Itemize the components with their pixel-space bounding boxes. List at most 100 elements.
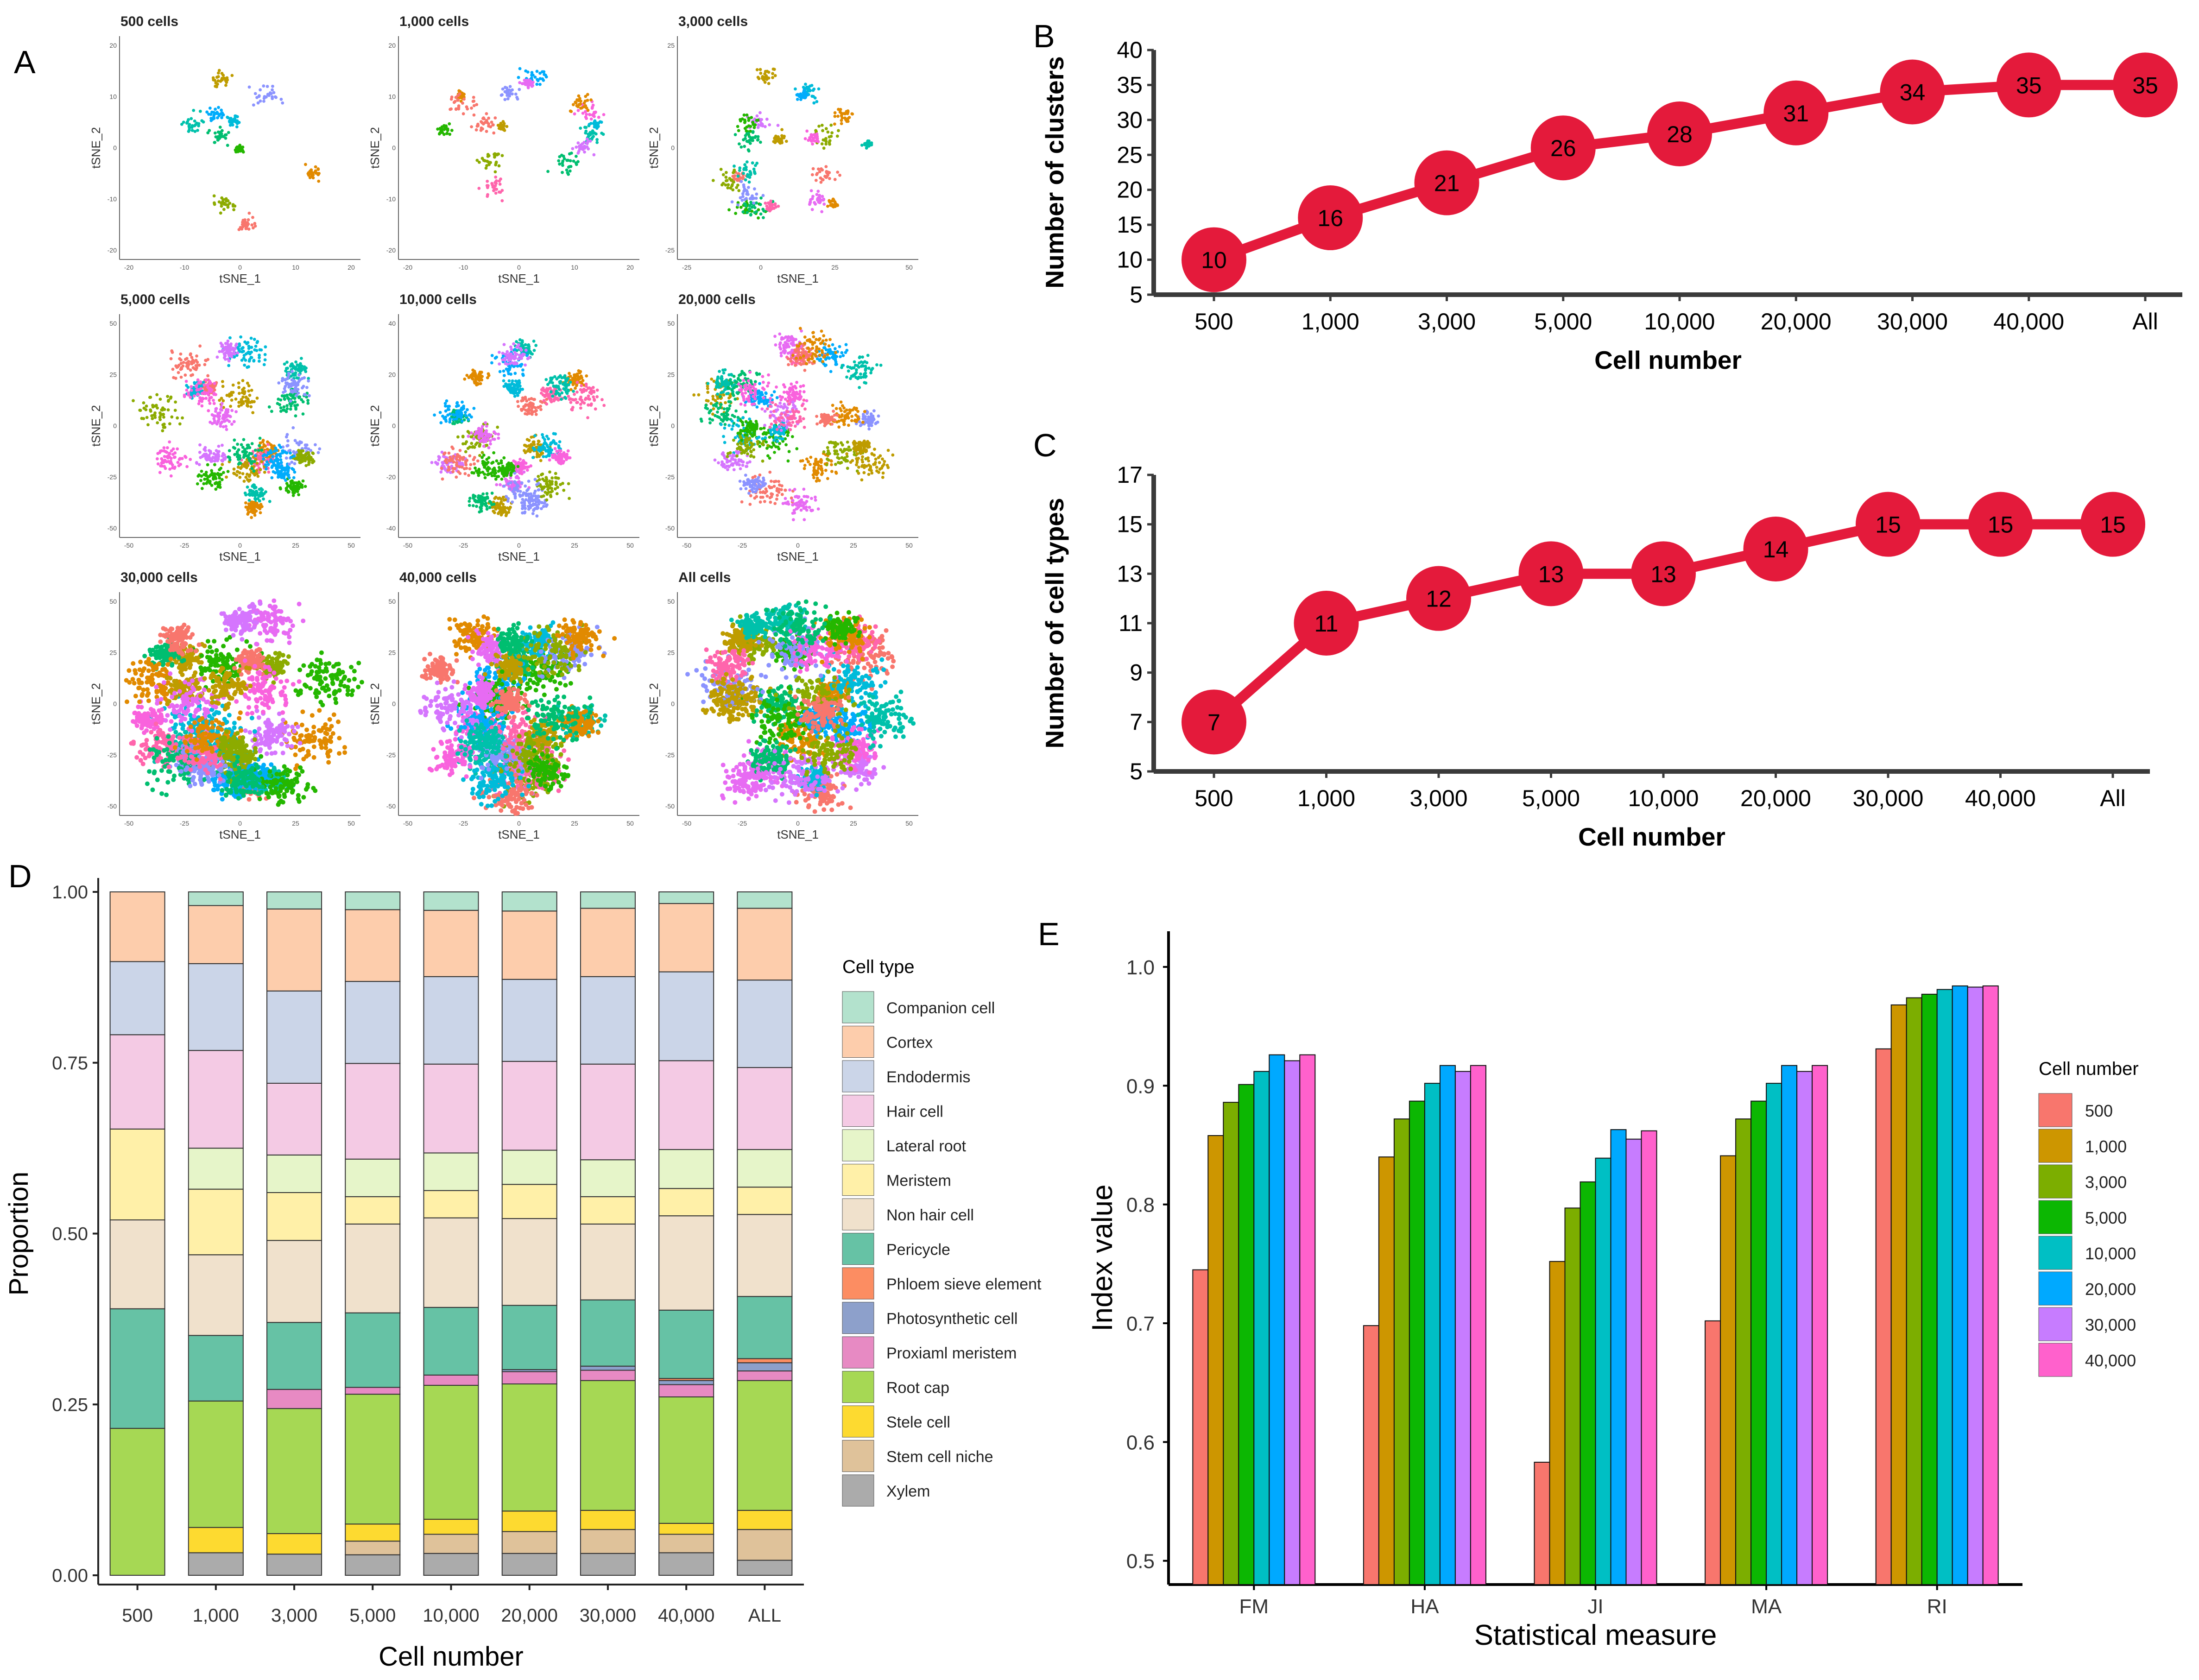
tsne-point bbox=[553, 447, 557, 450]
tsne-point bbox=[549, 493, 552, 497]
tsne-point bbox=[523, 404, 527, 408]
tsne-point bbox=[722, 407, 726, 411]
tsne-point bbox=[537, 474, 540, 478]
tsne-point bbox=[279, 398, 283, 402]
tsne-point bbox=[492, 189, 495, 192]
tsne-point bbox=[453, 413, 456, 417]
tsne-point bbox=[246, 404, 250, 408]
tsne-point bbox=[307, 451, 310, 455]
tsne-point bbox=[752, 126, 756, 129]
tsne-point bbox=[220, 108, 223, 112]
tsne-point bbox=[243, 463, 246, 466]
tsne-point bbox=[193, 119, 196, 123]
tsne-point bbox=[554, 483, 558, 486]
tsne-point bbox=[479, 382, 482, 385]
tsne-point bbox=[221, 399, 225, 403]
tsne-point bbox=[262, 84, 265, 88]
tsne-point bbox=[213, 202, 216, 206]
tsne-point bbox=[242, 356, 246, 360]
tsne-point bbox=[743, 163, 747, 166]
tsne-point bbox=[277, 461, 280, 465]
tsne-point bbox=[179, 352, 183, 356]
tsne-point bbox=[541, 472, 544, 476]
tsne-point bbox=[204, 397, 208, 400]
tsne-point bbox=[485, 458, 489, 461]
tsne-point bbox=[836, 114, 840, 118]
tsne-point bbox=[525, 399, 529, 403]
tsne-point bbox=[824, 165, 828, 168]
tsne-point bbox=[242, 480, 246, 483]
tsne-point bbox=[516, 469, 520, 473]
tsne-point bbox=[814, 178, 818, 182]
tsne-point bbox=[250, 388, 253, 392]
tsne-point bbox=[300, 398, 303, 402]
tsne-point bbox=[212, 452, 216, 455]
tsne-point bbox=[178, 457, 182, 461]
tsne-subplot: 20,000 cells-50 -25 0 25 5050250-25-50tSNE_1… bbox=[647, 292, 918, 563]
tsne-point bbox=[586, 93, 589, 96]
tsne-point bbox=[460, 406, 463, 410]
tsne-point bbox=[199, 456, 202, 459]
tsne-point bbox=[444, 419, 448, 423]
tsne-point bbox=[485, 112, 488, 115]
tsne-point bbox=[826, 477, 829, 480]
tsne-point bbox=[527, 343, 531, 347]
tsne-point bbox=[841, 450, 845, 454]
tsne-point bbox=[217, 444, 221, 448]
tsne-point bbox=[269, 443, 272, 447]
tsne-point bbox=[447, 408, 451, 411]
tsne-point bbox=[463, 411, 467, 414]
tsne-point bbox=[254, 502, 258, 506]
tsne-point bbox=[196, 482, 199, 486]
tsne-point bbox=[761, 208, 765, 211]
tsne-point bbox=[202, 120, 205, 124]
tsne-point bbox=[238, 457, 241, 461]
tsne-point bbox=[192, 360, 195, 363]
tsne-point bbox=[177, 364, 181, 367]
tsne-point bbox=[775, 497, 778, 501]
tsne-point bbox=[461, 112, 465, 115]
tsne-point bbox=[795, 447, 799, 450]
tsne-point bbox=[198, 344, 202, 348]
tsne-point bbox=[531, 512, 535, 515]
tsne-point bbox=[473, 432, 477, 436]
tsne-point bbox=[815, 473, 818, 477]
tsne-point bbox=[820, 124, 824, 127]
tsne-point bbox=[753, 136, 757, 139]
tsne-point bbox=[241, 472, 245, 475]
tsne-point bbox=[449, 107, 452, 111]
tsne-point bbox=[500, 199, 504, 202]
tsne-point bbox=[493, 152, 496, 156]
tsne-point bbox=[281, 449, 285, 453]
tsne-point bbox=[486, 159, 489, 163]
tsne-point bbox=[773, 202, 777, 206]
tsne-point bbox=[174, 377, 177, 380]
tsne-point bbox=[824, 142, 828, 146]
tsne-title: 5,000 cells bbox=[120, 292, 190, 307]
tsne-point bbox=[533, 398, 536, 401]
tsne-point bbox=[597, 115, 600, 119]
tsne-point bbox=[232, 208, 236, 211]
tsne-point bbox=[256, 505, 259, 509]
tsne-point bbox=[773, 502, 777, 505]
tsne-point bbox=[245, 342, 248, 346]
tsne-point bbox=[501, 125, 505, 128]
tsne-point bbox=[172, 455, 176, 459]
tsne-point bbox=[257, 360, 261, 363]
tsne-x-tick: 0 bbox=[759, 264, 763, 271]
tsne-point bbox=[267, 405, 271, 409]
tsne-y-tick: 40 bbox=[388, 320, 396, 327]
tsne-point bbox=[821, 129, 825, 133]
tsne-point bbox=[513, 488, 517, 492]
tsne-point bbox=[293, 397, 297, 400]
tsne-point bbox=[259, 88, 262, 92]
tsne-point bbox=[239, 461, 242, 465]
tsne-point bbox=[542, 70, 546, 74]
tsne-point bbox=[182, 360, 185, 364]
tsne-point bbox=[586, 108, 590, 112]
tsne-point bbox=[746, 193, 750, 196]
tsne-point bbox=[280, 476, 284, 479]
tsne-point bbox=[159, 413, 163, 417]
tsne-point bbox=[221, 74, 225, 77]
tsne-point bbox=[227, 353, 231, 357]
